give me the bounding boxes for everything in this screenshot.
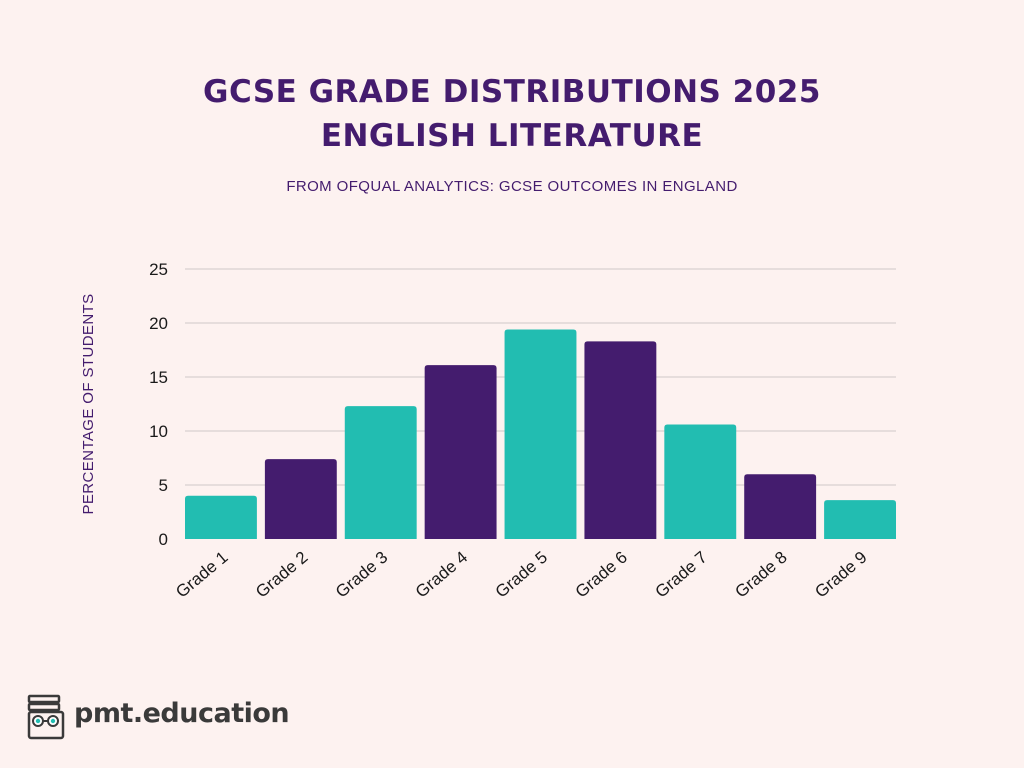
x-tick-label: Grade 5 — [492, 548, 551, 602]
bar — [344, 406, 417, 539]
y-tick-label: 15 — [149, 368, 168, 387]
bar — [424, 365, 497, 539]
x-tick-label: Grade 3 — [332, 548, 391, 602]
y-tick-label: 25 — [149, 260, 168, 279]
chart-subtitle: FROM OFQUAL ANALYTICS: GCSE OUTCOMES IN … — [286, 178, 738, 195]
x-tick-label: Grade 6 — [572, 548, 631, 602]
bar — [664, 424, 737, 539]
bar — [744, 474, 817, 539]
x-tick-label: Grade 7 — [652, 548, 711, 602]
x-tick-label: Grade 8 — [731, 548, 790, 602]
bar — [504, 329, 577, 539]
chart-title-line2: ENGLISH LITERATURE — [320, 118, 704, 154]
bar — [264, 459, 337, 539]
brand-name: pmt.education — [74, 698, 290, 729]
chart-title: GCSE GRADE DISTRIBUTIONS 2025 ENGLISH LI… — [0, 70, 1024, 158]
x-tick-label: Grade 9 — [811, 548, 870, 602]
bar — [185, 495, 257, 539]
x-tick-label: Grade 1 — [172, 548, 231, 602]
chart-title-line1: GCSE GRADE DISTRIBUTIONS 2025 — [203, 74, 821, 110]
x-tick-label: Grade 2 — [252, 548, 311, 602]
y-tick-label: 20 — [149, 314, 168, 333]
x-tick-label: Grade 4 — [412, 548, 471, 602]
y-tick-label: 0 — [159, 530, 168, 549]
y-tick-label: 10 — [149, 422, 168, 441]
y-axis-label: PERCENTAGE OF STUDENTS — [80, 293, 97, 514]
bar — [584, 341, 657, 539]
y-tick-label: 5 — [159, 476, 168, 495]
books-glasses-logo-icon — [27, 694, 65, 740]
bar — [824, 500, 896, 539]
